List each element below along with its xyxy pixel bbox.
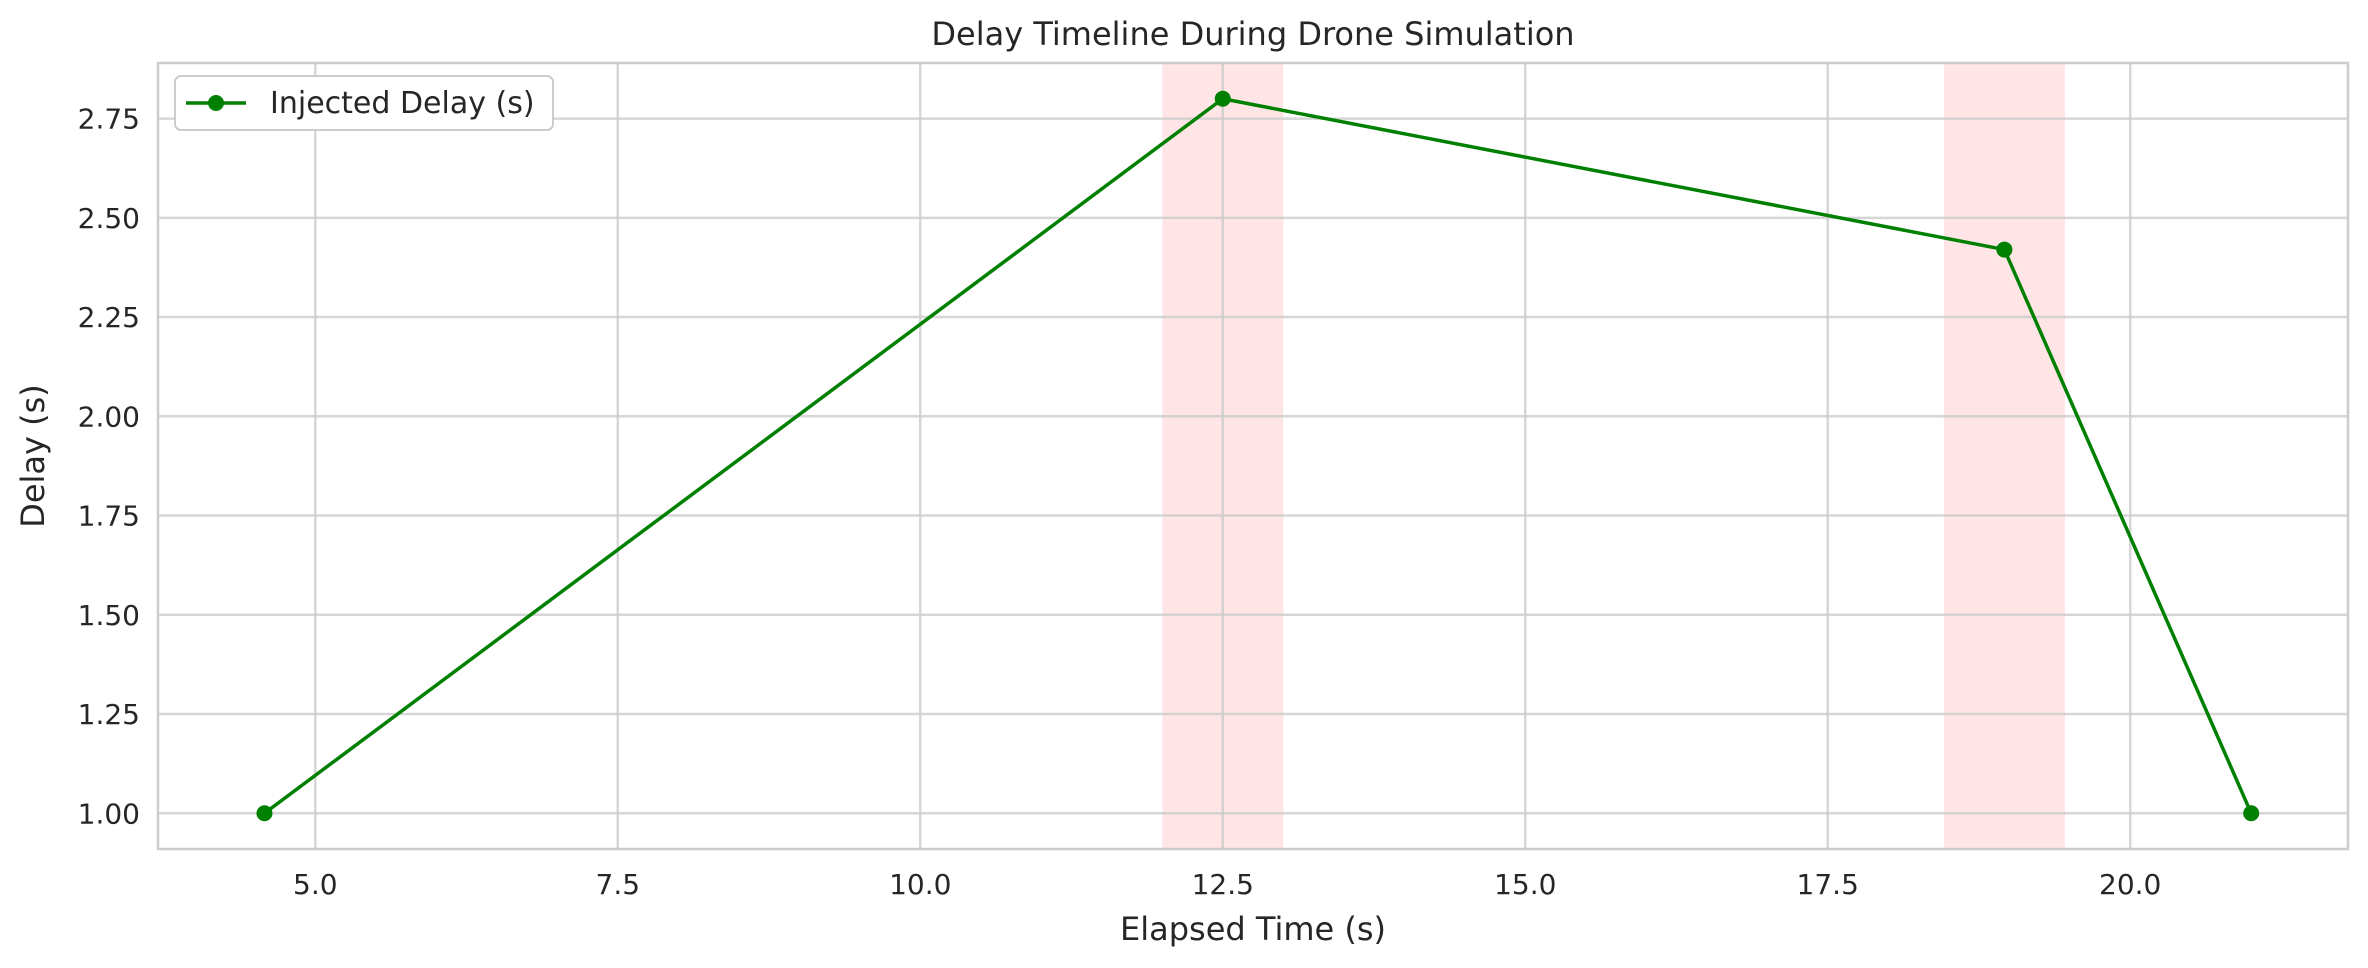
legend-label: Injected Delay (s) <box>270 86 535 121</box>
data-point <box>2243 805 2260 822</box>
y-tick-label: 2.00 <box>78 400 140 433</box>
x-tick-label: 5.0 <box>293 868 338 901</box>
x-tick-label: 7.5 <box>596 868 641 901</box>
x-tick-labels: 5.0 7.5 10.0 12.5 15.0 17.5 20.0 <box>293 868 2161 901</box>
y-axis-title: Delay (s) <box>14 384 52 528</box>
x-tick-label: 10.0 <box>889 868 951 901</box>
y-tick-label: 2.75 <box>78 103 140 136</box>
data-point <box>256 805 273 822</box>
series-layer <box>256 90 2260 822</box>
y-tick-label: 1.00 <box>78 797 140 830</box>
shaded-regions <box>1162 63 2065 849</box>
legend-marker-swatch <box>208 95 224 111</box>
x-tick-label: 12.5 <box>1192 868 1254 901</box>
x-tick-label: 15.0 <box>1494 868 1556 901</box>
y-tick-label: 2.50 <box>78 202 140 235</box>
y-tick-label: 2.25 <box>78 301 140 334</box>
x-axis-title: Elapsed Time (s) <box>1120 910 1386 948</box>
plot-frame <box>156 61 2350 851</box>
legend-box <box>174 75 554 131</box>
plot-area <box>158 63 2348 849</box>
y-tick-label: 1.75 <box>78 500 140 533</box>
x-tick-label: 20.0 <box>2099 868 2161 901</box>
x-tick-label: 17.5 <box>1797 868 1859 901</box>
y-tick-label: 1.25 <box>78 698 140 731</box>
shaded-region-1 <box>1943 63 2065 849</box>
legend: Injected Delay (s) <box>174 75 554 131</box>
y-tick-label: 1.50 <box>78 599 140 632</box>
series-line-0 <box>263 96 2253 815</box>
y-tick-labels: 1.00 1.25 1.50 1.75 2.00 2.25 2.50 2.75 <box>78 103 140 831</box>
chart-title: Delay Timeline During Drone Simulation <box>931 15 1574 53</box>
data-point <box>1996 241 2013 258</box>
data-point <box>1214 90 1231 107</box>
